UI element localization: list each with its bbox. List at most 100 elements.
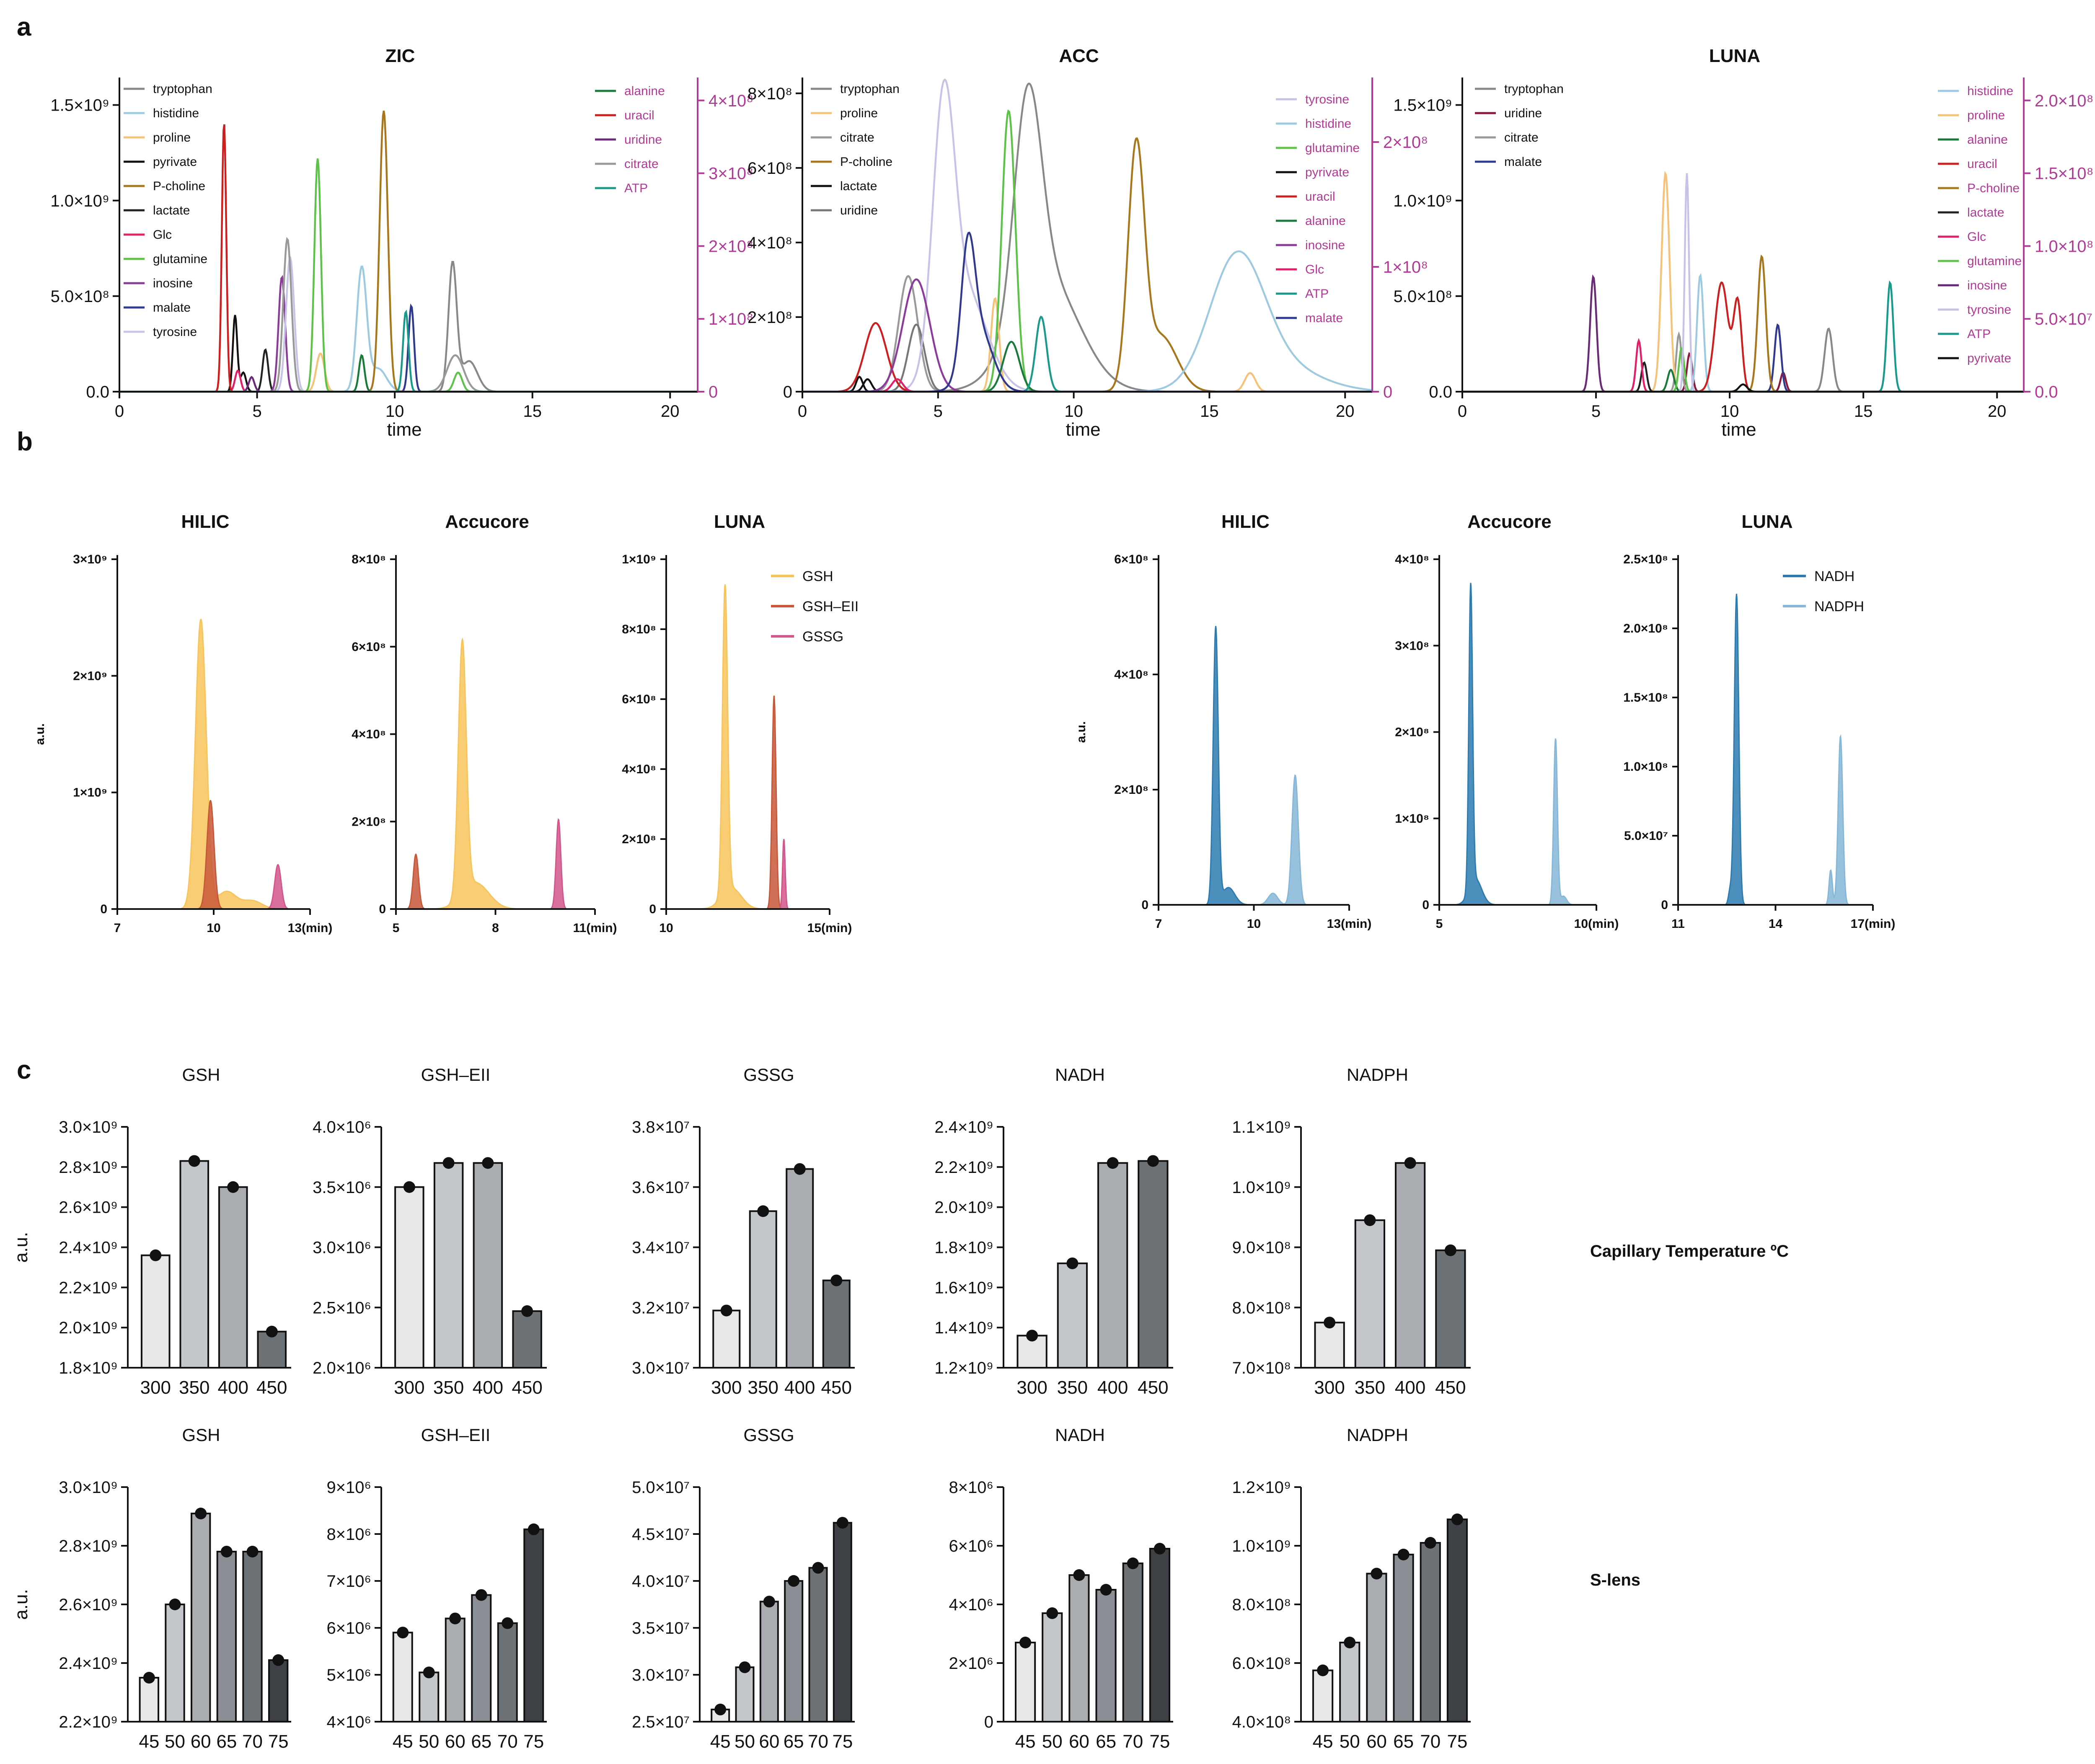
x-tick-label: 70 bbox=[497, 1731, 518, 1752]
y-tick-label: 0 bbox=[649, 902, 656, 916]
point-50 bbox=[423, 1666, 435, 1679]
chart-c1-nadph: 300 350 400 450 7.0×10⁸ 8.0×10⁸ 9.0×10⁸ 1.0×10⁹… bbox=[1232, 1065, 1471, 1398]
point-400 bbox=[1107, 1157, 1119, 1169]
y2-tick-label: 5.0×10⁷ bbox=[2035, 310, 2092, 328]
chart-c2-gsheii: 45 50 60 65 70 75 4×10⁶ 5×10⁶ 6×10⁶ 7×10⁶ 8×10⁶ 9×1… bbox=[326, 1425, 547, 1752]
y-tick-label: 3.8×10⁷ bbox=[632, 1118, 690, 1136]
legend-label-p-choline: P-choline bbox=[1967, 181, 2020, 195]
series-line-inosine bbox=[802, 278, 1372, 393]
y-tick-label: 1.0×10⁹ bbox=[1232, 1178, 1291, 1197]
legend-label-atp: ATP bbox=[1305, 287, 1329, 301]
point-450 bbox=[1444, 1244, 1456, 1256]
chart-title: Accucore bbox=[445, 511, 529, 532]
x-tick-label: 75 bbox=[523, 1731, 544, 1752]
series-area-nadh bbox=[1159, 626, 1349, 906]
legend-label-citrate: citrate bbox=[1504, 131, 1539, 145]
legend-label-alanine: alanine bbox=[624, 84, 665, 98]
series-line-lactate bbox=[1462, 361, 2024, 393]
x-tick-label: 5 bbox=[393, 921, 400, 935]
y-tick-label: 3.0×10⁹ bbox=[59, 1118, 118, 1136]
y-tick-label: 2.4×10⁹ bbox=[934, 1118, 993, 1136]
chart-b2-hilic: 7 10 13(min) 0 2×10⁸ 4×10⁸ 6×10⁸ HILIC a.u. bbox=[1074, 511, 1371, 931]
bar-60 bbox=[190, 1513, 211, 1723]
bar-65 bbox=[471, 1594, 492, 1723]
x-tick-label: 45 bbox=[393, 1731, 413, 1752]
x-tick-label: 60 bbox=[759, 1731, 779, 1752]
legend-label-gssg: GSSG bbox=[802, 629, 843, 645]
x-tick-label: 75 bbox=[832, 1731, 853, 1752]
legend-label-gsh-eii: GSH–EII bbox=[802, 599, 859, 615]
chart-c1-gsh: 300 350 400 450 1.8×10⁹ 2.0×10⁹ 2.2×10⁹ 2.4×10⁹… bbox=[11, 1065, 291, 1398]
point-45 bbox=[1019, 1637, 1032, 1648]
y-tick-label: 1.0×10⁸ bbox=[1623, 760, 1668, 774]
y-tick-label: 2.6×10⁹ bbox=[59, 1596, 118, 1614]
point-400 bbox=[482, 1157, 494, 1169]
bar-450 bbox=[512, 1310, 542, 1369]
series-line-proline bbox=[119, 352, 698, 393]
legend-label-tryptophan: tryptophan bbox=[153, 82, 212, 96]
y-tick-label: 2×10⁶ bbox=[949, 1654, 993, 1673]
x-tick-label: 400 bbox=[1097, 1377, 1128, 1398]
y-tick-label: 3.0×10⁶ bbox=[313, 1239, 371, 1257]
legend-label-glc: Glc bbox=[153, 228, 172, 242]
legend-label-pyrivate: pyrivate bbox=[153, 155, 197, 169]
panel-label-a: a bbox=[17, 13, 31, 41]
series-line-atp bbox=[1462, 280, 2024, 393]
point-70 bbox=[1424, 1537, 1436, 1549]
x-tick-label: 300 bbox=[711, 1377, 742, 1398]
x-tick-label: 350 bbox=[1057, 1377, 1088, 1398]
x-tick-label: 15 bbox=[1854, 402, 1873, 421]
y-tick-label: 4.5×10⁷ bbox=[632, 1525, 690, 1544]
legend-label-citrate: citrate bbox=[840, 131, 874, 145]
bar-350 bbox=[1057, 1262, 1088, 1369]
point-50 bbox=[1046, 1607, 1058, 1619]
y-tick-label: 4×10⁶ bbox=[949, 1596, 993, 1614]
y-tick-label: 2.5×10⁸ bbox=[1623, 553, 1668, 566]
x-tick-label: 15 bbox=[1200, 402, 1219, 421]
series-line-glc bbox=[119, 369, 698, 393]
y-tick-label: 3.5×10⁶ bbox=[313, 1178, 371, 1197]
chart-a-zic: 0 5 10 15 20 time 0.0 5.0×10⁸ 1.0×10⁹ 1.5×10⁹ 0 1×1… bbox=[50, 46, 753, 440]
legend-label-glutamine: glutamine bbox=[1967, 254, 2022, 268]
x-tick-label: 15 bbox=[523, 402, 542, 421]
y-tick-label: 8×10⁶ bbox=[326, 1525, 371, 1544]
bar-65 bbox=[1095, 1589, 1117, 1723]
y-tick-label: 1×10⁹ bbox=[73, 786, 107, 800]
legend-label-gsh: GSH bbox=[802, 568, 833, 584]
y-tick-label: 1.5×10⁸ bbox=[1623, 691, 1668, 705]
x-tick-label: 7 bbox=[1155, 917, 1162, 931]
bar-400 bbox=[473, 1162, 503, 1369]
chart-title: ACC bbox=[1059, 46, 1099, 66]
legend-label-uracil: uracil bbox=[624, 108, 654, 122]
series-line-alanine bbox=[119, 354, 698, 393]
point-400 bbox=[1404, 1157, 1416, 1169]
bar-45 bbox=[1312, 1669, 1334, 1723]
x-tick-label: 350 bbox=[179, 1377, 210, 1398]
y-tick-label: 8×10⁸ bbox=[747, 85, 792, 103]
x-axis-label: time bbox=[387, 419, 422, 440]
chart-title: Accucore bbox=[1467, 511, 1552, 532]
legend-label-p-choline: P-choline bbox=[840, 155, 892, 169]
point-50 bbox=[169, 1599, 181, 1610]
bar-65 bbox=[216, 1551, 237, 1723]
y-tick-label: 5.0×10⁸ bbox=[51, 287, 109, 306]
x-tick-label: 350 bbox=[748, 1377, 779, 1398]
x-tick-label: 450 bbox=[821, 1377, 852, 1398]
point-75 bbox=[836, 1517, 848, 1529]
bar-45 bbox=[1014, 1642, 1036, 1723]
x-tick-label: 11 bbox=[1671, 917, 1685, 931]
point-400 bbox=[227, 1181, 239, 1193]
chart-b2-accucore: 5 10(min) 0 1×10⁸ 2×10⁸ 3×10⁸ 4×10⁸ Accucore bbox=[1395, 511, 1619, 931]
y-tick-label: 4.0×10⁷ bbox=[632, 1572, 690, 1591]
y-tick-label: 1.8×10⁹ bbox=[59, 1359, 118, 1377]
bar-75 bbox=[1149, 1548, 1171, 1723]
point-300 bbox=[150, 1249, 162, 1261]
x-tick-label: 45 bbox=[1313, 1731, 1333, 1752]
legend-label-atp: ATP bbox=[1967, 327, 1991, 341]
legend-label-malate: malate bbox=[153, 301, 191, 315]
bar-60 bbox=[1366, 1573, 1387, 1723]
bar-45 bbox=[392, 1632, 413, 1723]
chart-b2-luna: 11 14 17(min) 0 5.0×10⁷ 1.0×10⁸ 1.5×10⁸ 2.0×10⁸… bbox=[1623, 511, 1895, 931]
y2-tick-label: 0.0 bbox=[2035, 383, 2058, 401]
series-line-malate bbox=[802, 231, 1372, 393]
